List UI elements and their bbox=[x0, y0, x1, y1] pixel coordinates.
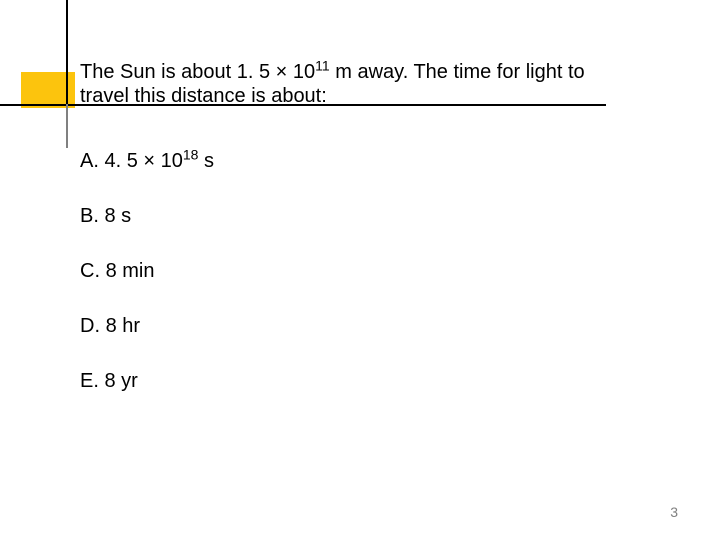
vertical-rule bbox=[66, 0, 68, 106]
choice-label: C. bbox=[80, 260, 106, 282]
answer-choice: E. 8 yr bbox=[80, 370, 214, 393]
choice-text: 8 yr bbox=[104, 370, 137, 392]
choice-exponent: 18 bbox=[183, 146, 199, 162]
answer-choice: B. 8 s bbox=[80, 205, 214, 228]
answer-choice: C. 8 min bbox=[80, 260, 214, 283]
page-number: 3 bbox=[670, 504, 678, 520]
choice-text: 4. 5 × 10 bbox=[104, 150, 182, 172]
choice-text-post: s bbox=[198, 150, 214, 172]
question-prefix: The Sun is about 1. 5 × 10 bbox=[80, 61, 315, 83]
choice-label: B. bbox=[80, 205, 104, 227]
question-exponent-1: 11 bbox=[315, 57, 330, 73]
choice-label: E. bbox=[80, 370, 104, 392]
choice-text: 8 min bbox=[106, 260, 155, 282]
answer-choices: A. 4. 5 × 1018 s B. 8 s C. 8 min D. 8 hr E. … bbox=[80, 150, 214, 425]
answer-choice: D. 8 hr bbox=[80, 315, 214, 338]
question-text: The Sun is about 1. 5 × 1011 m away. The… bbox=[80, 60, 610, 108]
choice-label: D. bbox=[80, 315, 106, 337]
vertical-rule-short bbox=[66, 104, 68, 148]
answer-choice: A. 4. 5 × 1018 s bbox=[80, 150, 214, 173]
choice-text: 8 hr bbox=[106, 315, 140, 337]
choice-label: A. bbox=[80, 150, 104, 172]
slide: { "accent": { "left": 21, "top": 72, "wi… bbox=[0, 0, 720, 540]
choice-text: 8 s bbox=[104, 205, 131, 227]
